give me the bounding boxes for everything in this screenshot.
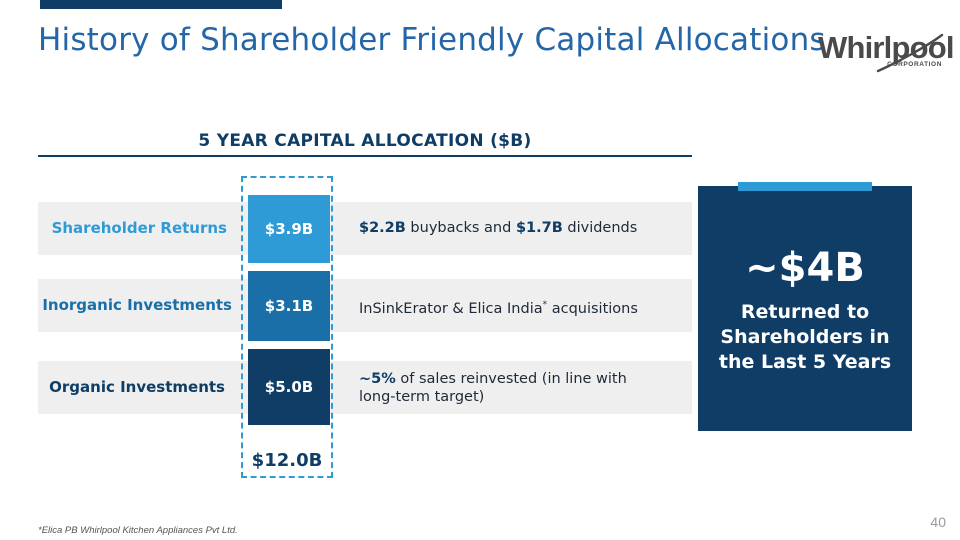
row-desc-inorganic-investments: InSinkErator & Elica India* acquisitions	[359, 296, 638, 318]
callout-line-2: Shareholders in	[720, 326, 890, 348]
row-band-organic-investments	[38, 361, 692, 414]
reinvest-text-line-2: long-term target)	[359, 389, 485, 405]
allocation-heading: 5 YEAR CAPITAL ALLOCATION ($B)	[198, 131, 532, 151]
buybacks-text: buybacks and	[405, 220, 516, 236]
page-number: 40	[930, 514, 946, 530]
top-accent-bar	[40, 0, 282, 9]
row-label-shareholder-returns: Shareholder Returns	[51, 219, 227, 237]
row-value-shareholder-returns: $3.9B	[248, 195, 330, 263]
logo-wordmark-suffix: ool	[909, 30, 955, 65]
footnote: *Elica PB Whirlpool Kitchen Appliances P…	[38, 525, 238, 536]
reinvest-text-line-1: of sales reinvested (in line with	[395, 371, 627, 387]
footnote-marker: *	[542, 300, 548, 310]
callout-accent-bar	[738, 182, 872, 191]
row-desc-shareholder-returns: $2.2B buybacks and $1.7B dividends	[359, 219, 637, 237]
row-desc-organic-investments: ~5% of sales reinvested (in line with lo…	[359, 370, 627, 406]
returns-callout: ~$4B Returned to Shareholders in the Las…	[698, 186, 912, 431]
callout-big-value: ~$4B	[745, 245, 865, 291]
row-band-shareholder-returns	[38, 202, 692, 255]
callout-line-1: Returned to	[740, 301, 870, 323]
heading-divider	[38, 155, 692, 157]
slide-title: History of Shareholder Friendly Capital …	[38, 22, 826, 58]
row-value-organic-investments: $5.0B	[248, 349, 330, 425]
logo-wordmark-prefix: Whirl	[818, 30, 892, 65]
reinvest-percent: ~5%	[359, 371, 396, 387]
callout-line-3: the Last 5 Years	[718, 351, 892, 373]
allocation-total: $12.0B	[251, 450, 323, 471]
allocation-total-outline	[241, 176, 333, 478]
row-label-inorganic-investments: Inorganic Investments	[42, 296, 232, 314]
whirlpool-logo: Whirlpool CORPORATION	[818, 30, 955, 76]
row-value-inorganic-investments: $3.1B	[248, 271, 330, 341]
callout-text: Returned to Shareholders in the Last 5 Y…	[698, 300, 912, 375]
row-band-inorganic-investments	[38, 279, 692, 332]
acquisition-names: InSinkErator & Elica India	[359, 300, 543, 317]
buybacks-amount: $2.2B	[359, 220, 406, 236]
logo-corporation-text: CORPORATION	[887, 61, 942, 68]
row-label-organic-investments: Organic Investments	[49, 378, 225, 396]
dividends-amount: $1.7B	[515, 220, 563, 236]
acquisitions-text: acquisitions	[547, 300, 638, 317]
logo-swoosh-icon	[876, 33, 944, 73]
dividends-text: dividends	[562, 220, 638, 236]
